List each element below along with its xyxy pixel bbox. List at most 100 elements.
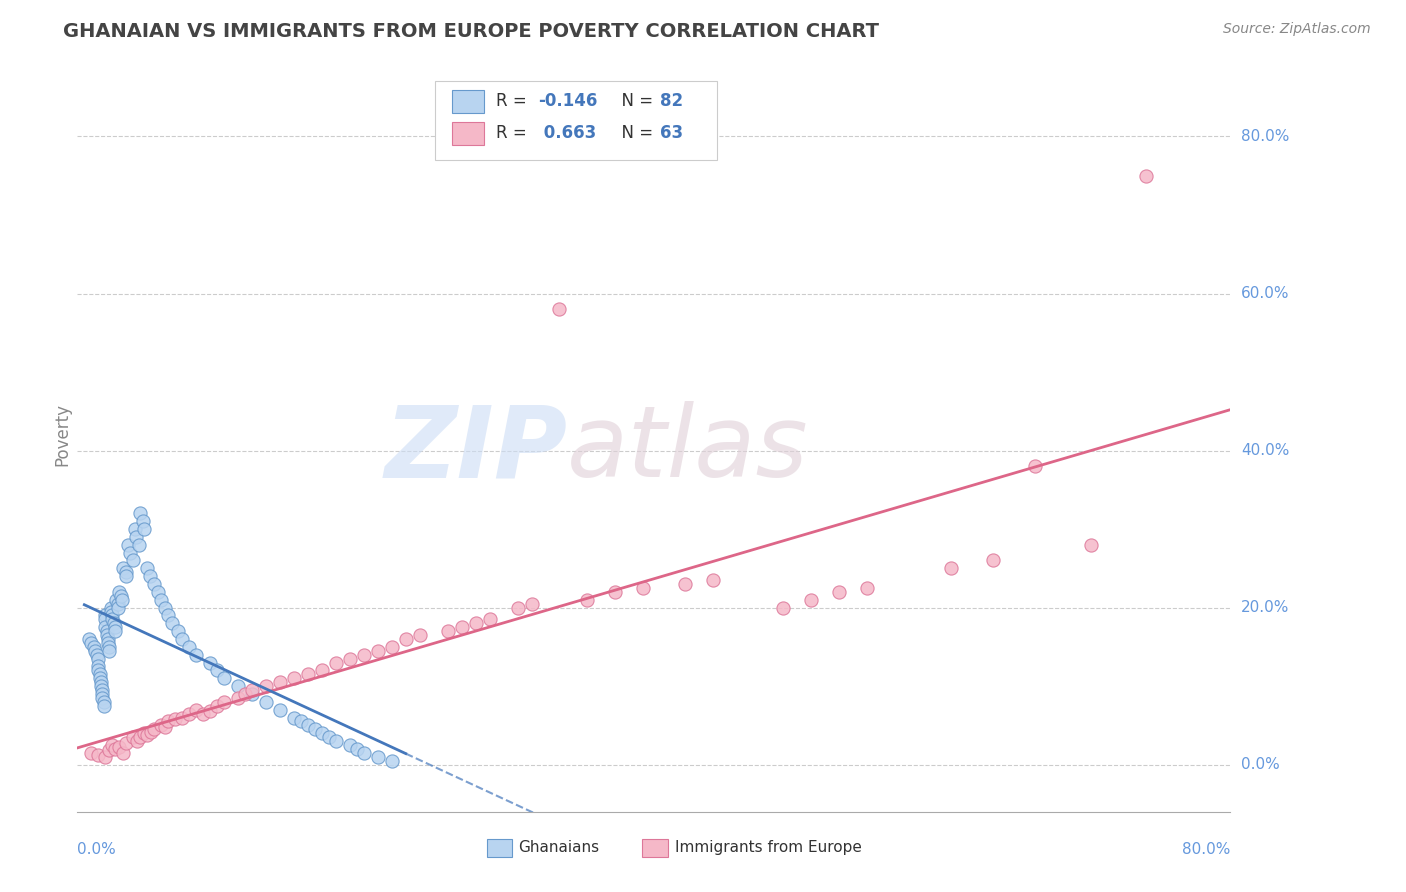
Point (98, 640, 121, 654)
Text: atlas: atlas (568, 401, 808, 499)
Point (297, 718, 319, 732)
Point (318, 730, 340, 744)
Point (269, 703, 291, 717)
Point (117, 538, 139, 552)
Text: 0.0%: 0.0% (77, 842, 117, 857)
Point (205, 664, 228, 678)
Point (100, 605, 122, 619)
Point (240, 687, 263, 701)
Point (141, 724, 163, 739)
Bar (453, 90, 484, 113)
Point (105, 592, 128, 607)
Point (87, 659, 110, 673)
Point (226, 679, 249, 693)
Point (101, 612, 124, 626)
Point (91, 687, 114, 701)
Point (269, 675, 291, 690)
Point (576, 592, 599, 607)
Point (339, 651, 361, 665)
Point (84, 644, 107, 658)
Point (367, 749, 389, 764)
Point (127, 734, 149, 748)
Point (97, 636, 120, 650)
Point (226, 690, 249, 705)
Point (98, 743, 121, 757)
Point (100, 600, 122, 615)
Point (91, 690, 114, 705)
Point (96, 628, 118, 642)
Point (150, 592, 173, 607)
Point (450, 620, 472, 634)
Point (506, 600, 529, 615)
Point (101, 738, 124, 752)
Point (148, 585, 170, 599)
Point (856, 581, 879, 595)
Point (167, 624, 190, 639)
Point (77, 632, 100, 646)
Point (633, 581, 655, 595)
Point (353, 746, 375, 760)
Point (157, 714, 180, 729)
Point (91, 683, 114, 698)
Point (87, 748, 110, 763)
Point (128, 538, 150, 552)
Point (184, 648, 207, 662)
Point (367, 644, 389, 658)
Point (94, 620, 117, 634)
Point (96, 624, 118, 639)
Point (132, 514, 155, 528)
Point (325, 656, 347, 670)
Point (111, 592, 134, 607)
Point (205, 698, 228, 713)
Point (108, 585, 131, 599)
Point (311, 726, 333, 740)
Point (124, 522, 146, 536)
Text: 40.0%: 40.0% (1241, 443, 1289, 458)
Point (198, 704, 221, 718)
Text: 63: 63 (659, 124, 683, 142)
Point (304, 723, 326, 737)
Point (110, 589, 132, 603)
Point (90, 679, 112, 693)
Point (1080, 538, 1102, 552)
Text: 0.663: 0.663 (538, 124, 596, 142)
Point (198, 656, 221, 670)
Point (98, 644, 121, 658)
Point (87, 651, 110, 665)
Text: 20.0%: 20.0% (1241, 600, 1289, 615)
Point (702, 573, 724, 587)
Point (103, 616, 125, 631)
Point (94, 749, 117, 764)
Point (115, 569, 138, 583)
Point (184, 703, 207, 717)
Point (800, 592, 823, 607)
Text: R =: R = (496, 92, 531, 110)
Point (108, 740, 131, 755)
Point (325, 734, 347, 748)
Point (89, 671, 111, 685)
Text: 80.0%: 80.0% (1241, 129, 1289, 144)
Point (97, 632, 120, 646)
Point (125, 530, 148, 544)
Point (1024, 459, 1046, 474)
Point (143, 723, 166, 737)
Point (120, 546, 142, 560)
Point (157, 608, 180, 623)
Text: Source: ZipAtlas.com: Source: ZipAtlas.com (1223, 22, 1371, 37)
Point (101, 608, 124, 623)
Text: 0.0%: 0.0% (1241, 757, 1279, 772)
Point (191, 706, 214, 721)
Point (339, 738, 361, 752)
Point (80, 636, 103, 650)
Point (129, 730, 152, 744)
Point (115, 736, 138, 750)
Point (94, 608, 117, 623)
Point (104, 624, 127, 639)
Bar (643, 838, 668, 857)
Point (548, 302, 571, 317)
Point (129, 507, 152, 521)
Point (134, 726, 156, 740)
Point (981, 553, 1004, 567)
Point (395, 632, 418, 646)
Point (90, 675, 112, 690)
